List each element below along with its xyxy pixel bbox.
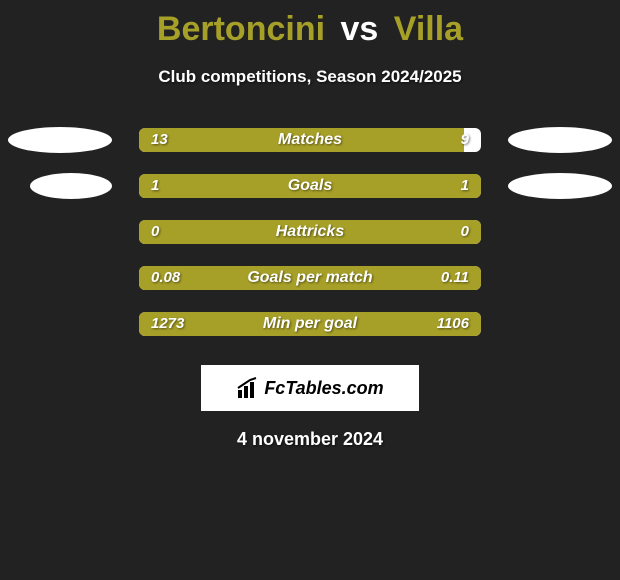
- stats-area: Matches13 9 Goals1 1 Hattricks0 0 Goals per ma…: [0, 127, 620, 357]
- player-right-name: Villa: [394, 10, 463, 48]
- stat-bar: Hattricks0 0: [139, 220, 481, 244]
- ellipse-left: [30, 173, 112, 199]
- stat-value-right: 1106: [437, 312, 469, 336]
- vs-label: vs: [340, 10, 378, 48]
- stat-bar: Goals per match0.08 0.11: [139, 266, 481, 290]
- date-label: 4 november 2024: [0, 429, 620, 450]
- stat-row: Goals per match0.08 0.11: [0, 265, 620, 311]
- comparison-card: Bertoncini vs Villa Club competitions, S…: [0, 0, 620, 580]
- stat-bar: Min per goal1273 1106: [139, 312, 481, 336]
- stat-row: Hattricks0 0: [0, 219, 620, 265]
- stat-value-left: 0: [151, 220, 159, 244]
- stat-value-right: 9: [461, 128, 469, 152]
- chart-icon: [236, 376, 260, 400]
- stat-bar: Goals1 1: [139, 174, 481, 198]
- stat-value-left: 0.08: [151, 266, 180, 290]
- stat-value-left: 13: [151, 128, 168, 152]
- subtitle: Club competitions, Season 2024/2025: [0, 67, 620, 87]
- stat-value-right: 1: [461, 174, 469, 198]
- brand-logo-box[interactable]: FcTables.com: [201, 365, 419, 411]
- ellipse-right: [508, 173, 612, 199]
- stat-label: Hattricks: [139, 220, 481, 244]
- stat-row: Min per goal1273 1106: [0, 311, 620, 357]
- stat-value-left: 1273: [151, 312, 184, 336]
- stat-row: Matches13 9: [0, 127, 620, 173]
- stat-value-left: 1: [151, 174, 159, 198]
- stat-label: Goals per match: [139, 266, 481, 290]
- stat-value-right: 0: [461, 220, 469, 244]
- ellipse-right: [508, 127, 612, 153]
- stat-label: Matches: [139, 128, 481, 152]
- brand-text: FcTables.com: [264, 378, 383, 399]
- stat-row: Goals1 1: [0, 173, 620, 219]
- stat-label: Min per goal: [139, 312, 481, 336]
- stat-label: Goals: [139, 174, 481, 198]
- ellipse-left: [8, 127, 112, 153]
- player-left-name: Bertoncini: [157, 10, 325, 48]
- brand-logo: FcTables.com: [236, 376, 383, 400]
- stat-value-right: 0.11: [441, 266, 469, 290]
- stat-bar: Matches13 9: [139, 128, 481, 152]
- page-title: Bertoncini vs Villa: [0, 0, 620, 49]
